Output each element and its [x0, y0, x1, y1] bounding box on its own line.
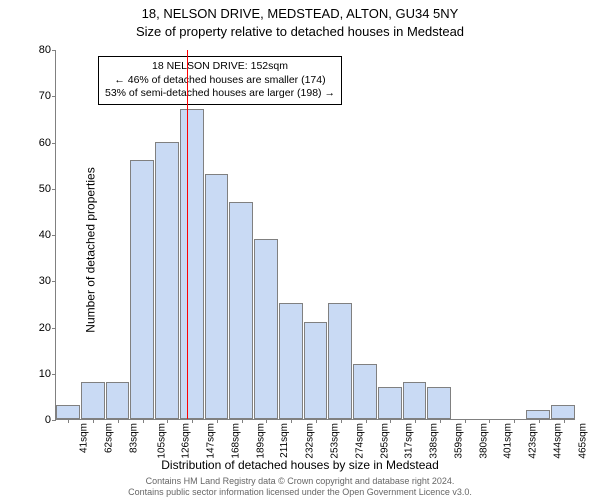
annotation-line1: 18 NELSON DRIVE: 152sqm	[105, 60, 335, 74]
y-tick-mark	[52, 281, 56, 282]
chart-subtitle: Size of property relative to detached ho…	[0, 24, 600, 39]
histogram-bar	[81, 382, 105, 419]
x-tick-label: 105sqm	[154, 423, 167, 459]
chart-container: 18, NELSON DRIVE, MEDSTEAD, ALTON, GU34 …	[0, 0, 600, 500]
y-tick-mark	[52, 96, 56, 97]
x-tick-mark	[192, 419, 193, 423]
x-tick-mark	[316, 419, 317, 423]
x-tick-mark	[415, 419, 416, 423]
annotation-line3: 53% of semi-detached houses are larger (…	[105, 87, 335, 101]
histogram-bar	[304, 322, 328, 419]
histogram-bar	[279, 303, 303, 419]
x-tick-label: 126sqm	[179, 423, 192, 459]
histogram-bar	[526, 410, 550, 419]
x-tick-mark	[390, 419, 391, 423]
x-tick-label: 295sqm	[377, 423, 390, 459]
histogram-bar	[427, 387, 451, 419]
x-tick-label: 168sqm	[228, 423, 241, 459]
x-tick-mark	[440, 419, 441, 423]
y-tick-mark	[52, 235, 56, 236]
histogram-bar	[378, 387, 402, 419]
x-tick-label: 253sqm	[327, 423, 340, 459]
x-tick-label: 147sqm	[203, 423, 216, 459]
x-tick-label: 359sqm	[451, 423, 464, 459]
x-tick-label: 41sqm	[77, 423, 90, 453]
x-tick-mark	[366, 419, 367, 423]
plot-area: 18 NELSON DRIVE: 152sqm ← 46% of detache…	[55, 50, 575, 420]
histogram-bar	[551, 405, 575, 419]
x-tick-mark	[242, 419, 243, 423]
x-tick-label: 380sqm	[476, 423, 489, 459]
x-tick-mark	[564, 419, 565, 423]
histogram-bar	[205, 174, 229, 419]
x-tick-label: 423sqm	[525, 423, 538, 459]
histogram-bar	[155, 142, 179, 420]
annotation-box: 18 NELSON DRIVE: 152sqm ← 46% of detache…	[98, 56, 342, 105]
x-tick-mark	[167, 419, 168, 423]
y-tick-mark	[52, 420, 56, 421]
histogram-bar	[328, 303, 352, 419]
histogram-bar	[254, 239, 278, 419]
x-tick-mark	[539, 419, 540, 423]
histogram-bar	[403, 382, 427, 419]
reference-line	[187, 50, 188, 419]
x-tick-label: 274sqm	[352, 423, 365, 459]
y-tick-mark	[52, 189, 56, 190]
x-tick-label: 83sqm	[126, 423, 139, 453]
x-tick-mark	[341, 419, 342, 423]
footer-line1: Contains HM Land Registry data © Crown c…	[0, 476, 600, 487]
y-tick-mark	[52, 50, 56, 51]
footer-line2: Contains public sector information licen…	[0, 487, 600, 498]
x-tick-mark	[93, 419, 94, 423]
histogram-bar	[229, 202, 253, 419]
histogram-bar	[56, 405, 80, 419]
y-tick-mark	[52, 328, 56, 329]
x-tick-mark	[217, 419, 218, 423]
histogram-bar	[130, 160, 154, 419]
x-tick-mark	[68, 419, 69, 423]
x-tick-label: 317sqm	[402, 423, 415, 459]
x-tick-mark	[465, 419, 466, 423]
x-axis-label: Distribution of detached houses by size …	[0, 458, 600, 472]
chart-title-address: 18, NELSON DRIVE, MEDSTEAD, ALTON, GU34 …	[0, 6, 600, 21]
x-tick-mark	[143, 419, 144, 423]
x-tick-mark	[514, 419, 515, 423]
annotation-line2: ← 46% of detached houses are smaller (17…	[105, 74, 335, 88]
x-tick-label: 444sqm	[550, 423, 563, 459]
x-tick-mark	[489, 419, 490, 423]
y-tick-mark	[52, 143, 56, 144]
footer-attribution: Contains HM Land Registry data © Crown c…	[0, 476, 600, 498]
x-tick-label: 401sqm	[501, 423, 514, 459]
histogram-bar	[106, 382, 130, 419]
x-tick-label: 189sqm	[253, 423, 266, 459]
x-tick-label: 62sqm	[102, 423, 115, 453]
x-tick-mark	[291, 419, 292, 423]
x-tick-label: 232sqm	[303, 423, 316, 459]
y-tick-mark	[52, 374, 56, 375]
x-tick-mark	[266, 419, 267, 423]
x-tick-mark	[118, 419, 119, 423]
x-tick-label: 465sqm	[575, 423, 588, 459]
x-tick-label: 211sqm	[277, 423, 290, 458]
histogram-bar	[353, 364, 377, 420]
x-tick-label: 338sqm	[426, 423, 439, 459]
histogram-bar	[180, 109, 204, 419]
